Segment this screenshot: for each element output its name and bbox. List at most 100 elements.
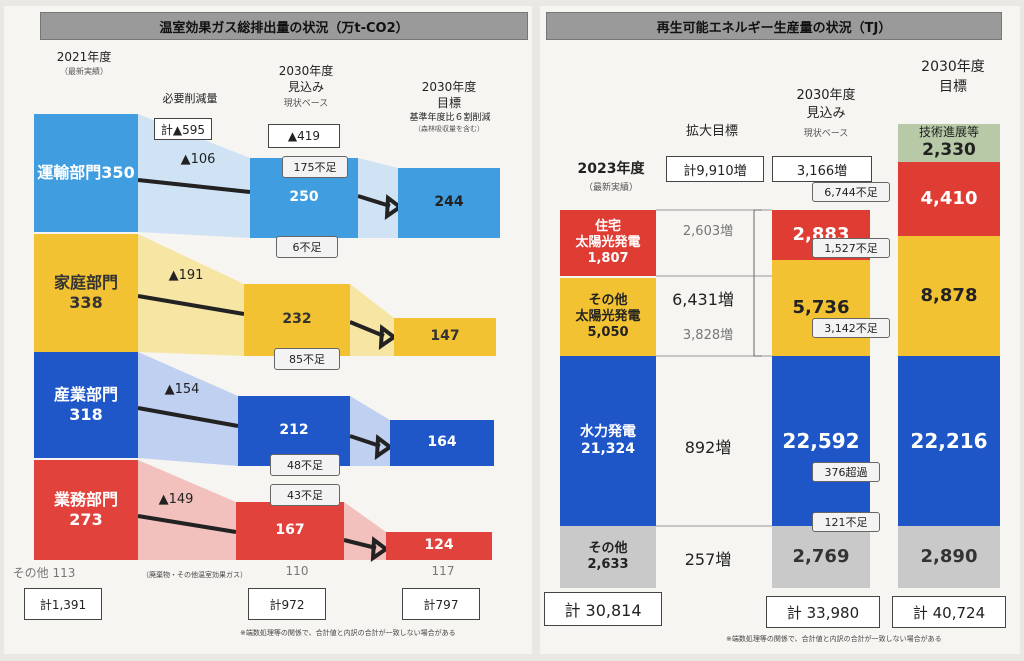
ren-footnote: ※端数処理等の関係で、合計値と内訳の合計が一致しない場合がある — [726, 635, 942, 643]
bar-target-industry: 164 — [390, 420, 494, 466]
label-other-solar: その他 太陽光発電 — [575, 292, 641, 324]
ghg-target-year: 2030年度 — [421, 80, 477, 94]
ghg-target-head: 目標 — [436, 96, 461, 110]
ren-2023-sub: （最新実績） — [583, 183, 638, 193]
arrow-line-transport — [137, 178, 251, 194]
ghg-proj-sub: 現状ベース — [283, 99, 329, 109]
value-other-solar-2023: 5,050 — [587, 325, 629, 341]
bar-target-other: 2,890 — [898, 526, 1000, 588]
bar-2021-home: 家庭部門 338 — [34, 234, 138, 352]
arrow-line-business — [137, 514, 237, 534]
renewable-graphics — [656, 209, 772, 527]
ren-total-proj: 計 33,980 — [766, 596, 880, 628]
arrow-head-business — [370, 536, 390, 562]
ghg-target-sub: 基準年度比６割削減 — [409, 113, 491, 123]
bar-2023-other-solar: その他 太陽光発電 5,050 — [560, 278, 656, 356]
label-industry: 産業部門 — [53, 385, 118, 404]
ghg-proj-total: ▲419 — [268, 124, 340, 148]
callout-industry-shortfall: 48不足 — [270, 454, 340, 476]
bar-target-home: 147 — [394, 318, 496, 356]
ren-proj-head: 見込み — [806, 106, 846, 121]
callout-other-shortfall: 121不足 — [812, 512, 880, 532]
value-home-2021: 338 — [69, 293, 103, 312]
increase-other: 257増 — [684, 550, 732, 569]
reduction-home: ▲191 — [168, 268, 204, 283]
ghg-title: 温室効果ガス総排出量の状況（万t-CO2） — [40, 12, 528, 40]
bar-2021-industry: 産業部門 318 — [34, 352, 138, 458]
callout-business-shortfall: 43不足 — [270, 484, 340, 506]
bar-2021-transport: 運輸部門350 — [34, 114, 138, 232]
callout-other-solar-shortfall: 3,142不足 — [812, 318, 890, 338]
ren-total-target: 計 40,724 — [892, 596, 1006, 628]
flow-band-industry-2 — [350, 396, 390, 466]
ren-proj-year: 2030年度 — [796, 88, 856, 103]
ghg-proj-head: 見込み — [287, 80, 324, 94]
arrow-head-home — [378, 324, 398, 350]
increase-home-solar: 2,603増 — [682, 224, 734, 239]
label-home: 家庭部門 — [53, 273, 118, 292]
bar-proj-business: 167 — [236, 502, 344, 560]
bar-proj-other: 2,769 — [772, 526, 870, 588]
callout-total-shortfall-ren: 6,744不足 — [812, 182, 890, 202]
value-tech: 2,330 — [922, 139, 976, 160]
callout-transport-shortfall: 6不足 — [276, 236, 338, 258]
callout-total-shortfall: 175不足 — [282, 156, 348, 178]
label-hydro: 水力発電 — [580, 423, 636, 440]
bar-target-hydro: 22,216 — [898, 356, 1000, 526]
reduction-transport: ▲106 — [180, 152, 216, 167]
reduction-industry: ▲154 — [164, 382, 200, 397]
bar-target-transport: 244 — [398, 168, 500, 238]
flow-band-industry — [138, 352, 238, 466]
solar-bracket — [753, 209, 762, 357]
bar-2021-business: 業務部門 273 — [34, 460, 138, 560]
renewable-panel: 再生可能エネルギー生産量の状況（TJ） 2023年度 （最新実績） 拡大目標 計… — [540, 6, 1020, 654]
arrow-line-transport-2 — [357, 194, 391, 208]
arrow-line-home — [137, 294, 245, 316]
arrow-line-business-2 — [343, 538, 377, 550]
flow-band-business — [138, 460, 236, 560]
other-target: 117 — [431, 564, 455, 578]
ghg-reduction-total: 計▲595 — [154, 118, 212, 140]
increase-other-solar: 3,828増 — [682, 328, 734, 343]
flow-band-transport — [138, 114, 250, 238]
ghg-proj-year: 2030年度 — [278, 64, 334, 78]
arrow-line-home-2 — [349, 320, 385, 338]
ren-target-year: 2030年度 — [921, 59, 985, 75]
ghg-footnote: ※端数処理等の関係で、合計値と内訳の合計が一致しない場合がある — [240, 629, 456, 637]
ren-total-2023: 計 30,814 — [544, 592, 662, 626]
ghg-2021-year: 2021年度 — [56, 50, 112, 64]
flow-band-transport-2 — [358, 158, 398, 238]
flow-band-home — [138, 234, 244, 356]
label-home-solar: 住宅 太陽光発電 — [575, 218, 641, 250]
value-industry-2021: 318 — [69, 405, 103, 424]
label-tech: 技術進展等 — [918, 124, 979, 139]
other-2021: その他 113 — [12, 566, 76, 580]
bar-target-home-solar: 4,410 — [898, 162, 1000, 236]
ren-proj-total: 3,166増 — [772, 156, 872, 182]
label-business: 業務部門 — [53, 490, 118, 509]
ghg-2021-sub: （最新実績） — [60, 67, 108, 76]
renewable-title: 再生可能エネルギー生産量の状況（TJ） — [546, 12, 1002, 40]
ghg-target-sub2: （森林吸収量を含む） — [414, 125, 484, 133]
bar-2023-hydro: 水力発電 21,324 — [560, 356, 656, 526]
bar-proj-home: 232 — [244, 284, 350, 356]
value-hydro-2023: 21,324 — [580, 441, 636, 457]
increase-hydro: 892増 — [684, 438, 732, 457]
ghg-reduction-head: 必要削減量 — [162, 92, 218, 105]
callout-hydro-excess: 376超過 — [812, 462, 880, 482]
ren-expand-total: 計9,910増 — [666, 156, 764, 182]
arrow-head-transport — [384, 194, 404, 220]
bar-proj-hydro: 22,592 — [772, 356, 870, 526]
total-target: 計797 — [402, 588, 480, 620]
label-transport: 運輸部門350 — [37, 163, 135, 182]
other-proj: 110 — [285, 564, 309, 578]
other-note: （廃棄物・その他温室効果ガス） — [142, 571, 247, 579]
value-home-solar-2023: 1,807 — [587, 251, 629, 267]
total-proj: 計972 — [248, 588, 326, 620]
bar-2023-home-solar: 住宅 太陽光発電 1,807 — [560, 210, 656, 276]
increase-solar-total: 6,431増 — [672, 290, 734, 309]
bar-proj-other-solar: 5,736 — [772, 260, 870, 356]
bar-target-tech: 技術進展等 2,330 — [898, 124, 1000, 162]
callout-home-solar-shortfall: 1,527不足 — [812, 238, 890, 258]
total-2021: 計1,391 — [24, 588, 102, 620]
